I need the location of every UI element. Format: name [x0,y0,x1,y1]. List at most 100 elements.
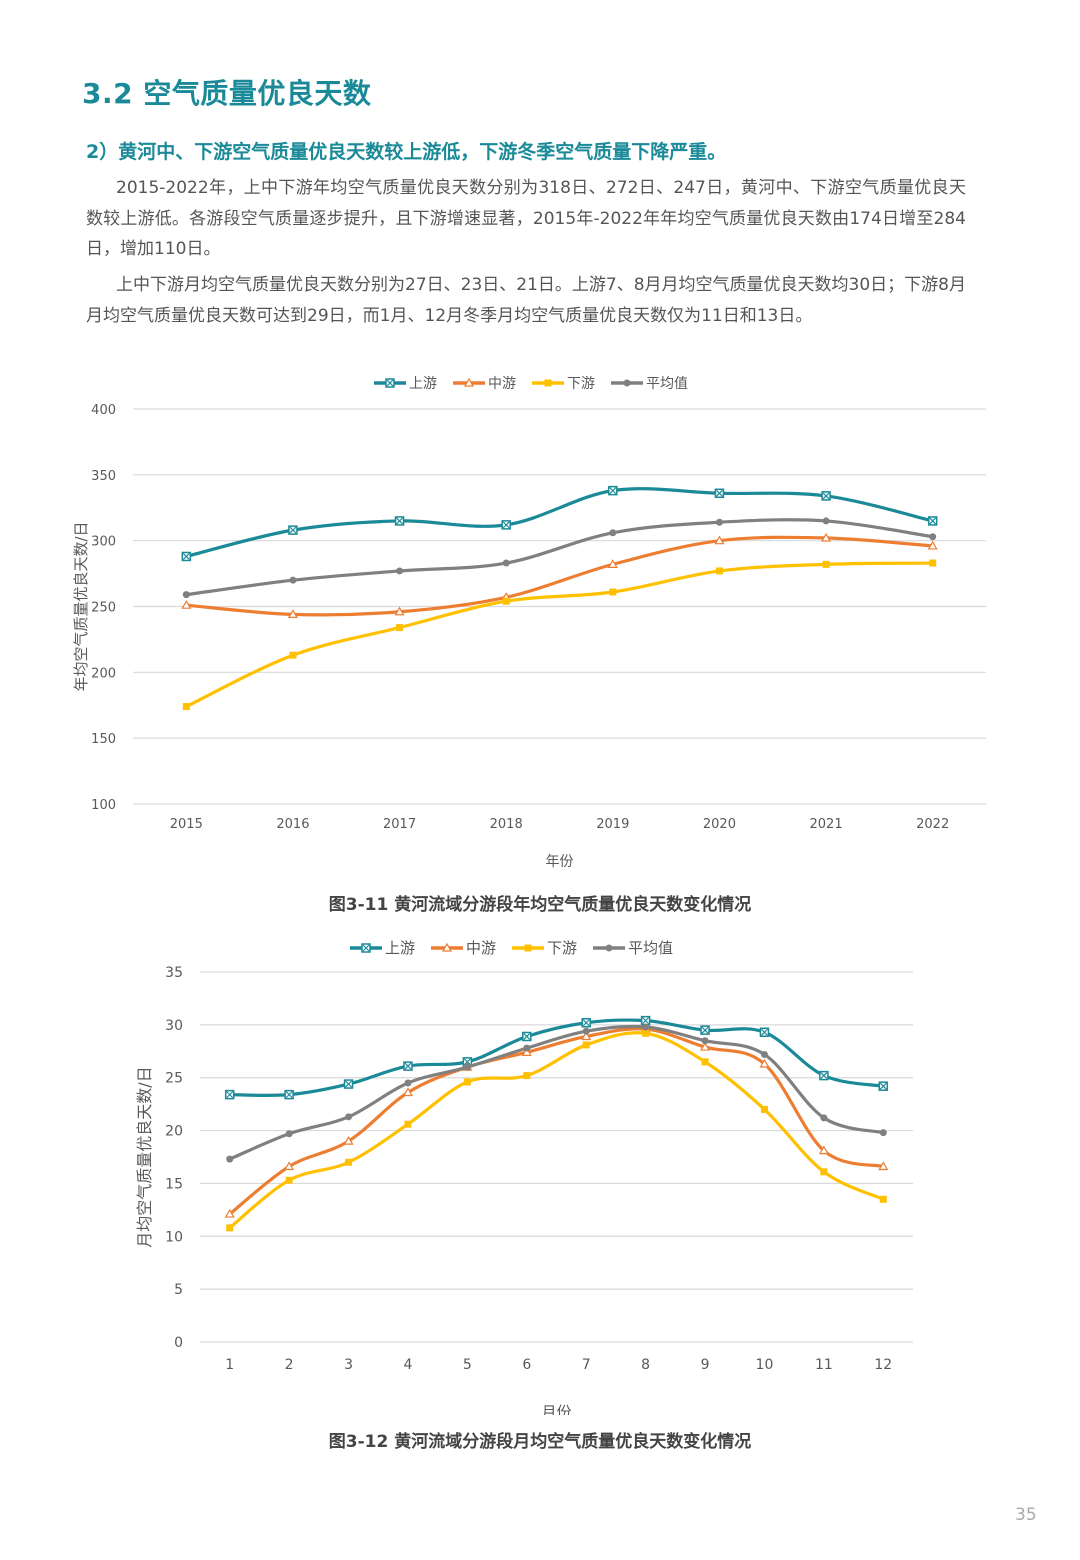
x-tick-label: 8 [641,1357,650,1373]
legend-marker-icon-x [362,944,370,952]
series-line-平均值 [184,518,935,597]
data-point [715,518,723,526]
data-point [463,1063,471,1071]
data-point [224,1208,235,1218]
annual-line-chart: 100 150 200 250 300 350 400 2015 2016 2017 2018 201… [72,376,986,870]
data-point [502,559,510,567]
data-point-x [822,492,830,500]
data-point [404,1120,412,1128]
data-point [642,1023,650,1031]
legend-label: 上游 [409,376,437,392]
x-tick-label: 6 [522,1357,531,1373]
x-tick-label: 11 [815,1357,833,1373]
data-point [181,599,192,609]
data-point [642,1029,650,1037]
paragraph-monthly: 上中下游月均空气质量优良天数分别为27日、23日、21日。上游7、8月月均空气质… [86,275,966,326]
x-tick-label: 7 [582,1357,591,1373]
data-point [345,1113,353,1121]
y-tick-label: 100 [91,798,116,813]
data-point [609,588,617,596]
data-point [182,703,190,711]
data-point [820,1168,828,1176]
data-point-x [820,1072,828,1080]
x-tick-label: 2021 [810,817,843,832]
series-line-下游 [184,561,935,709]
x-tick-label: 2018 [490,817,523,832]
x-tick-label: 2022 [916,817,949,832]
x-tick-label: 10 [756,1357,774,1373]
data-point [582,1041,590,1049]
y-tick-label: 30 [165,1018,183,1034]
data-point [289,651,297,659]
legend-label: 下游 [567,376,595,392]
data-point-x [463,1058,471,1066]
x-tick-label: 9 [701,1357,710,1373]
data-point [394,606,405,616]
legend-label: 中游 [488,376,516,392]
data-point [463,1078,471,1086]
data-point [396,567,404,575]
data-point-x [285,1091,293,1099]
data-point-x [404,1062,412,1070]
y-tick-label: 400 [91,403,116,418]
legend-label: 平均值 [628,939,673,957]
data-point-x [182,553,190,560]
data-point [581,1031,592,1041]
data-point [607,559,618,568]
data-point [818,1145,829,1155]
x-tick-label: 2017 [383,817,416,832]
data-point [822,560,830,568]
data-point [285,1130,293,1138]
data-point [284,1161,295,1171]
y-tick-label: 250 [91,601,116,616]
data-point [700,1041,711,1051]
y-tick-label: 200 [91,666,116,681]
section-title: 3.2 空气质量优良天数 [82,77,372,110]
data-point [715,567,723,575]
figure-caption-3-11: 图3-11 黄河流域分游段年均空气质量优良天数变化情况 [328,895,752,915]
data-point [287,609,298,618]
y-tick-label: 0 [174,1335,183,1351]
y-tick-label: 15 [165,1176,183,1192]
series-line-中游 [228,1027,885,1216]
data-point-x [345,1080,352,1088]
legend-label: 平均值 [646,376,688,392]
data-point-x [642,1017,650,1025]
page-number: 35 [1015,1505,1037,1525]
y-axis-title: 月均空气质量优良天数/日 [135,1066,154,1247]
data-point [502,597,510,605]
data-point [402,1087,413,1097]
x-tick-label: 5 [463,1357,472,1373]
y-tick-label: 35 [165,965,183,981]
data-point-x [716,489,723,497]
legend-marker-icon [463,377,475,387]
series-line-下游 [228,1031,885,1230]
x-tick-label: 2020 [703,817,736,832]
y-tick-label: 10 [165,1229,183,1245]
data-point [879,1129,887,1137]
section-subtitle: 2）黄河中、下游空气质量优良天数较上游低，下游冬季空气质量下降严重。 [86,141,727,163]
data-point [927,540,938,550]
data-point [343,1135,354,1145]
data-point [182,591,190,599]
series-line-中游 [184,535,935,617]
legend-label: 下游 [547,939,577,957]
legend-marker-icon [441,942,453,952]
y-tick-label: 150 [91,732,116,747]
x-tick-label: 1 [225,1357,234,1373]
data-point [701,1037,709,1045]
data-point [929,533,937,541]
data-point-x [396,517,403,525]
series-line-平均值 [228,1024,885,1161]
data-point [760,1050,768,1058]
x-tick-label: 12 [874,1357,892,1373]
data-point [820,1114,828,1122]
data-point [760,1105,768,1113]
data-point [523,1072,531,1080]
data-point-x [582,1019,590,1027]
legend-marker-icon [544,379,552,387]
data-point-x [609,487,617,495]
data-point [521,1047,532,1056]
figure-caption-3-12: 图3-12 黄河流域分游段月均空气质量优良天数变化情况 [328,1432,752,1452]
